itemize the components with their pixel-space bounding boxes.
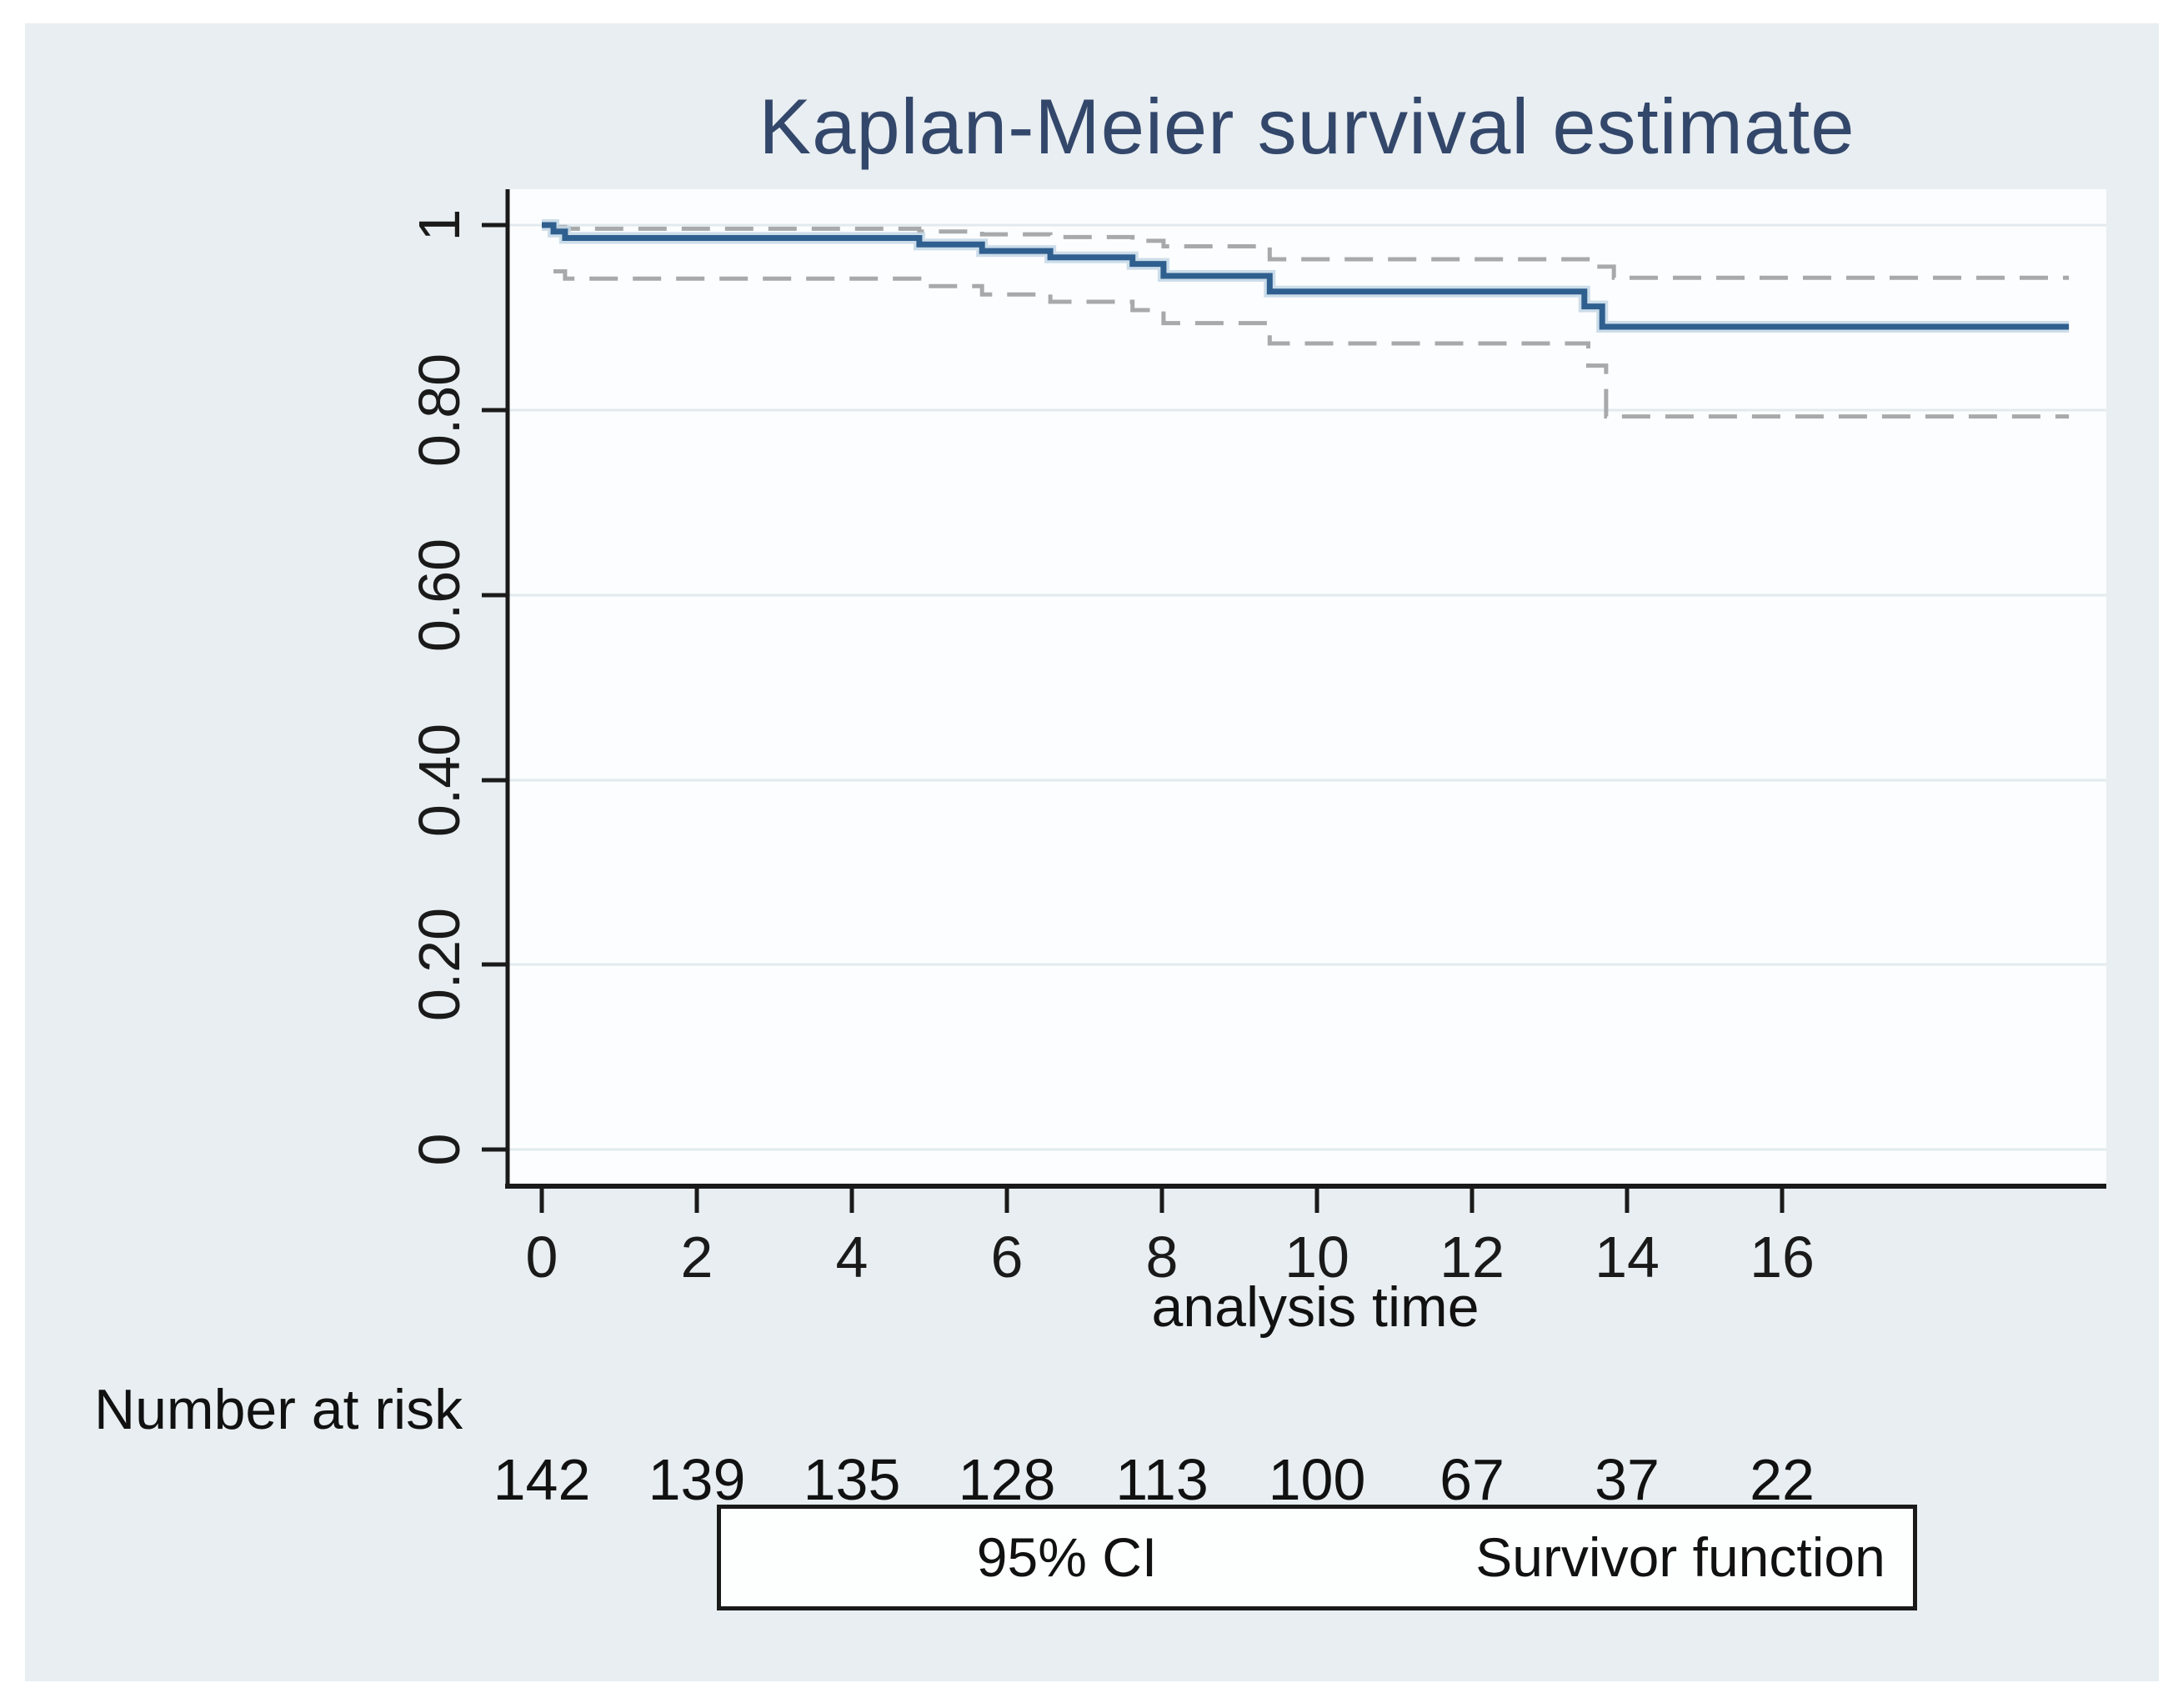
x-tick-label-6: 6 <box>990 1225 1024 1290</box>
ci-lower-curve <box>553 269 2070 419</box>
x-axis-ticks <box>539 1186 1785 1213</box>
x-tick-label-8: 8 <box>1145 1225 1179 1290</box>
y-tick-label-060: 0.60 <box>407 538 472 653</box>
legend-box <box>717 1505 1917 1610</box>
risk-count-t2: 139 <box>648 1447 746 1512</box>
x-tick-label-10: 10 <box>1284 1225 1349 1290</box>
risk-count-t12: 67 <box>1439 1447 1505 1512</box>
risk-count-t10: 100 <box>1268 1447 1366 1512</box>
survivor-curve <box>542 222 2070 330</box>
x-tick-label-0: 0 <box>525 1225 558 1290</box>
y-tick-label-0: 0 <box>407 1133 472 1166</box>
y-axis-ticks <box>482 223 508 1152</box>
x-axis-title: analysis time <box>1151 1275 1480 1339</box>
risk-count-t14: 37 <box>1595 1447 1660 1512</box>
legend-survivor-label: Survivor function <box>1475 1526 1885 1588</box>
ci-upper-curve <box>553 224 2070 280</box>
y-tick-label-080: 0.80 <box>407 353 472 468</box>
y-gridlines <box>508 223 2106 1151</box>
x-tick-label-4: 4 <box>835 1225 869 1290</box>
risk-count-t4: 135 <box>803 1447 901 1512</box>
risk-count-t0: 142 <box>493 1447 591 1512</box>
y-tick-label-040: 0.40 <box>407 723 472 838</box>
y-tick-label-1: 1 <box>407 208 472 242</box>
chart-title: Kaplan-Meier survival estimate <box>759 83 1855 170</box>
risk-count-t6: 128 <box>958 1447 1056 1512</box>
axis-lines <box>505 189 2106 1189</box>
x-tick-label-16: 16 <box>1750 1225 1815 1290</box>
x-tick-label-2: 2 <box>680 1225 713 1290</box>
y-tick-label-020: 0.20 <box>407 907 472 1022</box>
x-tick-label-14: 14 <box>1595 1225 1660 1290</box>
x-tick-label-12: 12 <box>1439 1225 1505 1290</box>
risk-count-t16: 22 <box>1750 1447 1815 1512</box>
risk-count-t8: 113 <box>1115 1447 1209 1512</box>
plot-area <box>508 189 2106 1186</box>
legend-ci-label: 95% CI <box>976 1526 1158 1588</box>
number-at-risk-label: Number at risk <box>94 1378 463 1441</box>
